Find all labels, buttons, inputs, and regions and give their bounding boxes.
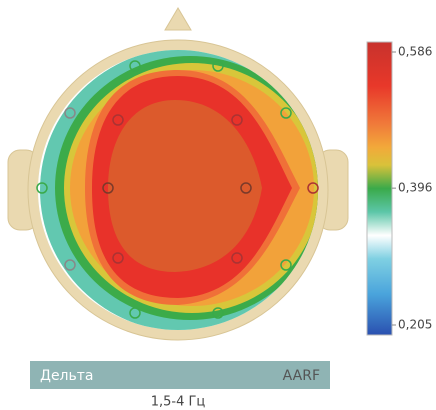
band-name: Дельта xyxy=(40,368,93,384)
electrode xyxy=(231,252,243,264)
electrode xyxy=(129,307,141,319)
tick-label: 0,586 xyxy=(398,45,432,59)
electrode xyxy=(280,259,292,271)
electrode xyxy=(280,107,292,119)
electrode xyxy=(240,182,252,194)
tick-label: 0,205 xyxy=(398,318,432,332)
electrode xyxy=(36,182,48,194)
electrode xyxy=(212,307,224,319)
head xyxy=(7,7,349,341)
frequency: 1,5-4 Гц xyxy=(151,395,206,410)
electrode xyxy=(129,60,141,72)
electrode xyxy=(64,259,76,271)
electrodes xyxy=(36,60,319,319)
electrode xyxy=(212,60,224,72)
electrode xyxy=(64,107,76,119)
electrode xyxy=(112,252,124,264)
electrode xyxy=(102,182,114,194)
band-bar xyxy=(30,361,330,389)
color-bar xyxy=(366,41,393,336)
electrode xyxy=(112,114,124,126)
tick-label: 0,396 xyxy=(398,181,432,195)
electrode xyxy=(307,182,319,194)
method-name: AARF xyxy=(283,368,320,384)
electrode xyxy=(231,114,243,126)
